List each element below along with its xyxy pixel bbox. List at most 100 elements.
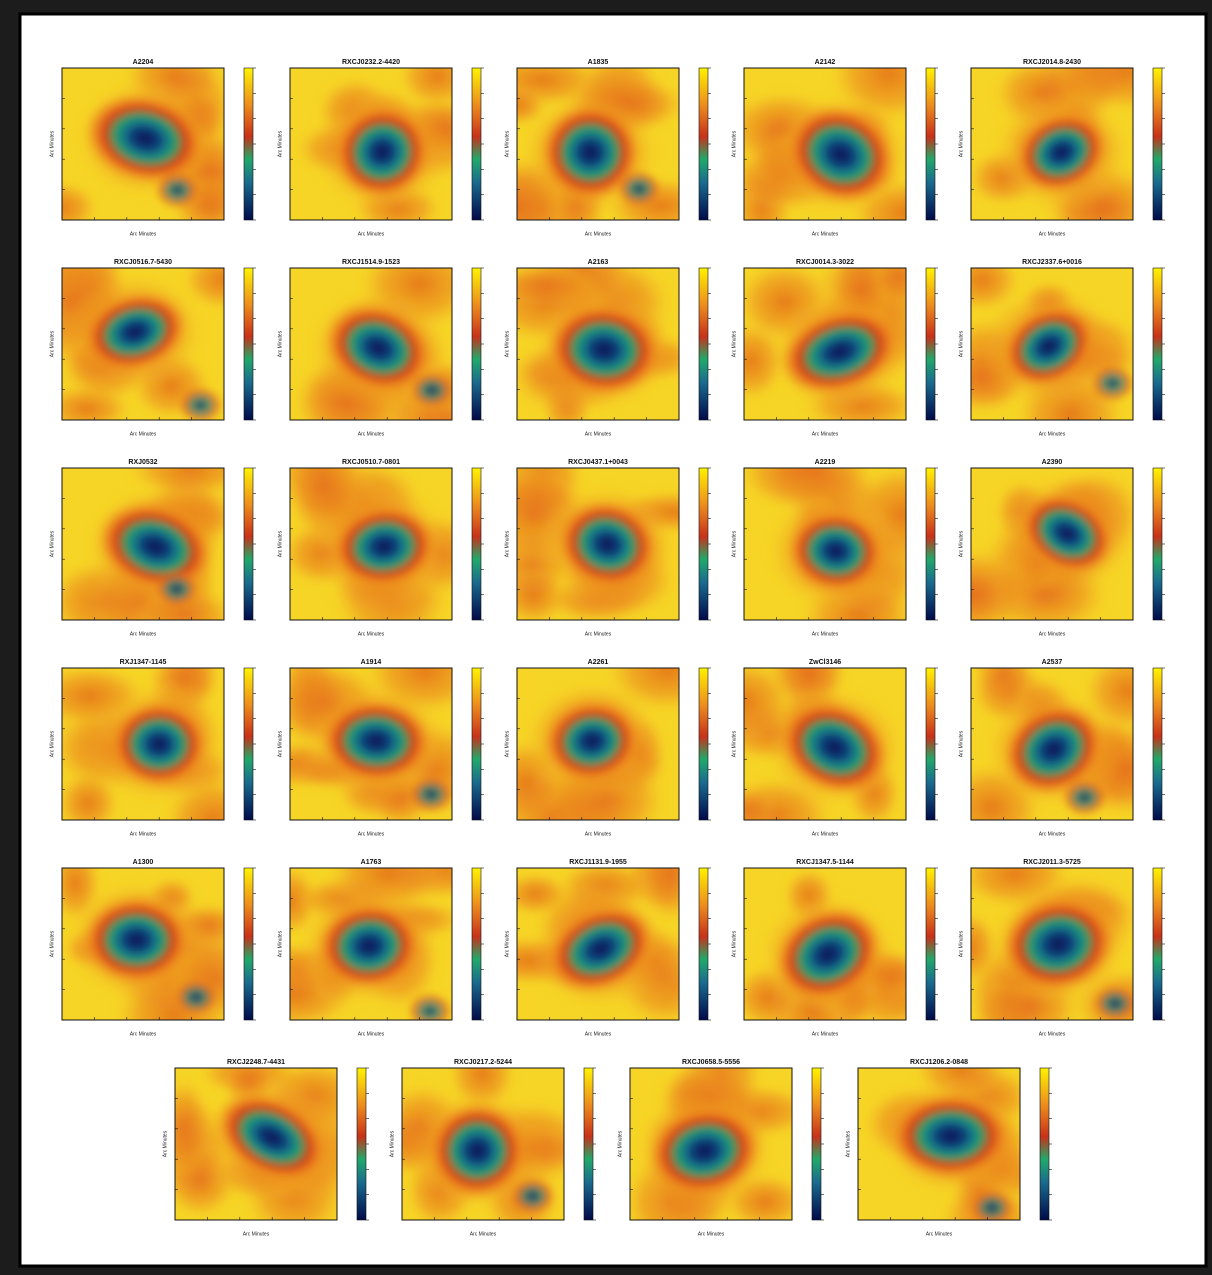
- y-axis-label: Arc Minutes: [49, 130, 55, 157]
- y-axis-label: Arc Minutes: [389, 1130, 395, 1157]
- y-axis-label: Arc Minutes: [504, 330, 510, 357]
- panel-title: RXCJ2014.8-2430: [1023, 59, 1081, 66]
- x-axis-label: Arc Minutes: [130, 231, 157, 237]
- colorbar: [472, 468, 481, 620]
- colorbar: [244, 268, 253, 420]
- colorbar: [926, 68, 935, 220]
- colorbar: [357, 1068, 366, 1220]
- x-axis-label: Arc Minutes: [1039, 631, 1066, 637]
- panel-title: A2163: [588, 259, 609, 266]
- y-axis-label: Arc Minutes: [49, 730, 55, 757]
- map-core: [1091, 365, 1135, 401]
- colorbar: [472, 668, 481, 820]
- x-axis-label: Arc Minutes: [1039, 1031, 1066, 1037]
- panel-title: RXCJ0232.2-4420: [342, 59, 400, 66]
- x-axis-label: Arc Minutes: [130, 831, 157, 837]
- y-axis-label: Arc Minutes: [277, 930, 283, 957]
- x-axis-label: Arc Minutes: [926, 1231, 953, 1237]
- colorbar: [812, 1068, 821, 1220]
- map-core: [511, 1178, 555, 1214]
- panel-title: A2142: [815, 59, 836, 66]
- y-axis-label: Arc Minutes: [617, 1130, 623, 1157]
- colorbar: [472, 868, 481, 1020]
- x-axis-label: Arc Minutes: [358, 631, 385, 637]
- panel-title: ZwCl3146: [809, 659, 841, 666]
- map-core: [1062, 780, 1106, 816]
- panel: RXJ0532Arc MinutesArc Minutes: [43, 443, 256, 649]
- y-axis-label: Arc Minutes: [958, 730, 964, 757]
- x-axis-label: Arc Minutes: [1039, 831, 1066, 837]
- panel-title: A2261: [588, 659, 609, 666]
- panel-title: RXCJ2337.6+0016: [1022, 259, 1082, 266]
- y-axis-label: Arc Minutes: [162, 1130, 168, 1157]
- figure: A2204 Arc Minutes Arc Minutes RXCJ0232.2-44…: [0, 0, 1212, 1275]
- colorbar: [1040, 1068, 1049, 1220]
- y-axis-label: Arc Minutes: [845, 1130, 851, 1157]
- page: A2204 Arc Minutes Arc Minutes RXCJ0232.2-44…: [0, 0, 1212, 1275]
- x-axis-label: Arc Minutes: [130, 431, 157, 437]
- colorbar: [244, 68, 253, 220]
- panel-title: RXCJ0516.7-5430: [114, 259, 172, 266]
- y-axis-label: Arc Minutes: [277, 530, 283, 557]
- x-axis-label: Arc Minutes: [585, 831, 612, 837]
- colorbar: [699, 268, 708, 420]
- x-axis-label: Arc Minutes: [358, 231, 385, 237]
- panel-title: RXCJ2248.7-4431: [227, 1059, 285, 1066]
- y-axis-label: Arc Minutes: [277, 330, 283, 357]
- panel-title: A2204: [133, 59, 154, 66]
- panel-title: A2219: [815, 459, 836, 466]
- y-axis-label: Arc Minutes: [731, 130, 737, 157]
- map-core: [109, 700, 210, 788]
- panel-title: RXCJ0510.7-0801: [342, 459, 400, 466]
- map-core: [410, 372, 454, 408]
- x-axis-label: Arc Minutes: [585, 231, 612, 237]
- colorbar: [472, 68, 481, 220]
- panel-title: RXCJ1131.9-1955: [569, 859, 627, 866]
- colorbar: [926, 468, 935, 620]
- y-axis-label: Arc Minutes: [277, 730, 283, 757]
- colorbar: [472, 268, 481, 420]
- colorbar: [1153, 268, 1162, 420]
- colorbar: [699, 68, 708, 220]
- y-axis-label: Arc Minutes: [504, 730, 510, 757]
- panel-title: A2390: [1042, 459, 1063, 466]
- y-axis-label: Arc Minutes: [958, 330, 964, 357]
- colorbar: [926, 268, 935, 420]
- x-axis-label: Arc Minutes: [130, 631, 157, 637]
- colorbar: [699, 868, 708, 1020]
- x-axis-label: Arc Minutes: [812, 831, 839, 837]
- colorbar: [926, 868, 935, 1020]
- panel-title: RXCJ0014.3-3022: [796, 259, 854, 266]
- panel-title: RXCJ1206.2-0848: [910, 1059, 968, 1066]
- y-axis-label: Arc Minutes: [731, 930, 737, 957]
- colorbar: [926, 668, 935, 820]
- colorbar: [699, 468, 708, 620]
- colorbar: [1153, 668, 1162, 820]
- map-core: [1093, 985, 1137, 1021]
- colorbar: [244, 668, 253, 820]
- y-axis-label: Arc Minutes: [504, 530, 510, 557]
- map-core: [617, 171, 661, 207]
- y-axis-label: Arc Minutes: [504, 930, 510, 957]
- panel-title: RXCJ0437.1+0043: [568, 459, 628, 466]
- colorbar: [584, 1068, 593, 1220]
- x-axis-label: Arc Minutes: [585, 631, 612, 637]
- panel-title: A1835: [588, 59, 609, 66]
- x-axis-label: Arc Minutes: [358, 431, 385, 437]
- y-axis-label: Arc Minutes: [731, 730, 737, 757]
- panel-title: RXCJ2011.3-5725: [1023, 859, 1081, 866]
- x-axis-label: Arc Minutes: [1039, 431, 1066, 437]
- colorbar: [244, 468, 253, 620]
- x-axis-label: Arc Minutes: [812, 1031, 839, 1037]
- panel-title: A1300: [133, 859, 154, 866]
- y-axis-label: Arc Minutes: [49, 530, 55, 557]
- map-core: [155, 571, 199, 607]
- map-core: [889, 1092, 1013, 1179]
- panel-title: A1914: [361, 659, 382, 666]
- colorbar: [1153, 468, 1162, 620]
- map-core: [179, 387, 223, 423]
- x-axis-label: Arc Minutes: [1039, 231, 1066, 237]
- panel-title: A1763: [361, 859, 382, 866]
- y-axis-label: Arc Minutes: [49, 930, 55, 957]
